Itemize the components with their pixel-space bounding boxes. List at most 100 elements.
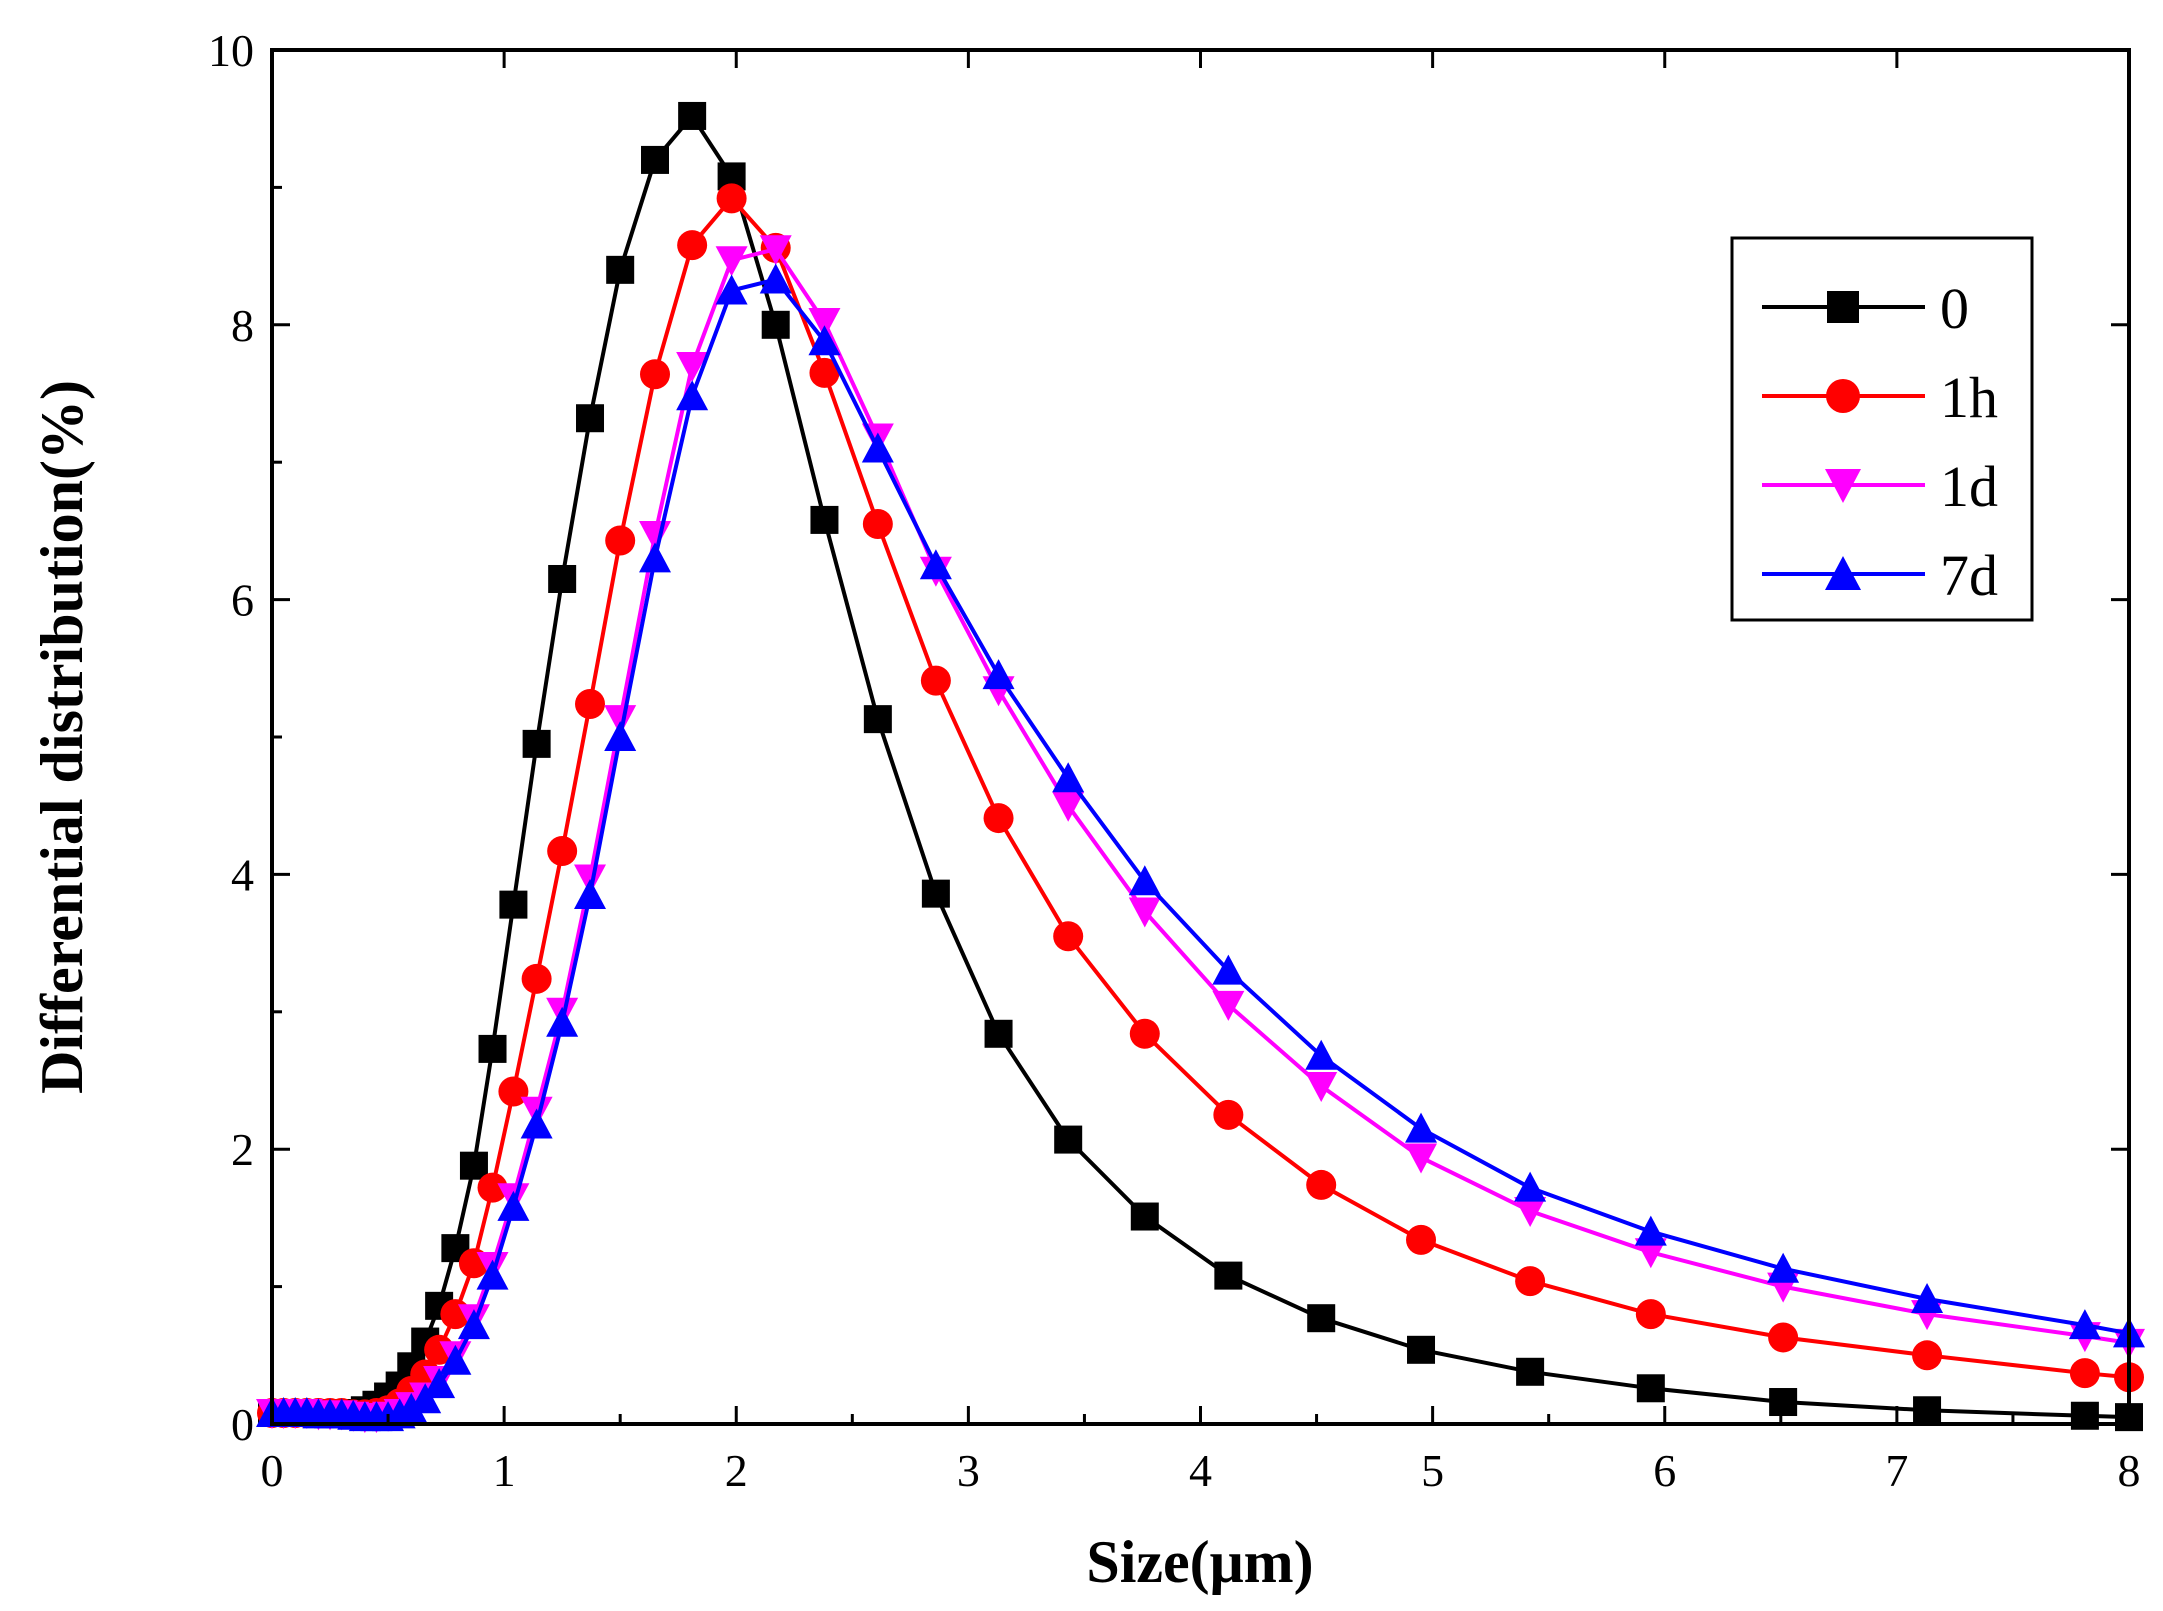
legend-label: 1d	[1940, 454, 1998, 519]
data-point	[716, 183, 747, 214]
legend-box	[1730, 236, 2034, 622]
data-point	[759, 235, 792, 266]
legend-item-7d: 7d	[1762, 543, 1998, 608]
data-point	[575, 689, 606, 720]
data-point	[810, 505, 839, 534]
data-point	[604, 721, 637, 751]
data-point	[640, 359, 671, 390]
data-point	[808, 308, 841, 339]
legend-marker	[1825, 556, 1861, 590]
data-point	[498, 1076, 529, 1107]
data-point	[1214, 1261, 1243, 1290]
data-point	[1514, 1171, 1547, 1202]
data-point	[1405, 1112, 1438, 1143]
data-point	[1768, 1322, 1799, 1353]
data-point	[1515, 1266, 1546, 1297]
data-point	[921, 879, 950, 908]
data-point	[809, 357, 840, 388]
data-point	[457, 1309, 490, 1340]
data-point	[1635, 1299, 1666, 1330]
legend-label: 7d	[1940, 543, 1998, 608]
y-axis-title: Differential distribution(%)	[29, 380, 95, 1094]
data-point	[1052, 762, 1085, 793]
data-point	[1053, 921, 1084, 952]
data-point	[576, 404, 605, 433]
data-point	[1213, 1099, 1244, 1130]
series-7d	[256, 263, 2145, 1432]
legend-marker	[1827, 291, 1859, 323]
y-tick-label: 10	[208, 25, 254, 76]
x-tick-label: 6	[1653, 1445, 1676, 1496]
x-tick-label: 3	[957, 1445, 980, 1496]
data-point	[1212, 954, 1245, 985]
data-point	[1405, 1143, 1438, 1174]
data-point	[547, 836, 578, 867]
data-point	[982, 659, 1015, 690]
data-point	[439, 1344, 472, 1375]
data-point	[477, 1172, 508, 1203]
data-point	[1636, 1374, 1665, 1403]
data-point	[1913, 1396, 1942, 1425]
data-point	[676, 380, 709, 411]
data-point	[423, 1368, 456, 1399]
data-point	[759, 263, 792, 294]
data-point	[1128, 897, 1161, 928]
data-point	[1769, 1388, 1798, 1417]
data-point	[604, 705, 637, 736]
x-axis-title: Size(μm)	[1086, 1529, 1313, 1595]
x-tick-label: 1	[493, 1445, 516, 1496]
data-point	[808, 325, 841, 356]
x-tick-label: 8	[2118, 1445, 2141, 1496]
legend-label: 0	[1940, 276, 1969, 341]
data-point	[639, 542, 672, 573]
legend-marker	[1825, 469, 1861, 503]
data-point	[574, 879, 607, 910]
data-point	[862, 509, 893, 540]
data-point	[676, 352, 709, 383]
legend-item-1d: 1d	[1762, 454, 1998, 519]
data-point	[1407, 1335, 1436, 1364]
data-point	[1130, 1202, 1159, 1231]
data-point	[478, 1034, 507, 1063]
data-point	[1911, 1282, 1944, 1313]
data-point	[2069, 1358, 2100, 1389]
legend-label: 1h	[1940, 365, 1998, 430]
legend: 0 1h 1d 7d	[1730, 236, 2034, 622]
data-point	[520, 1108, 553, 1139]
data-point	[861, 432, 894, 463]
data-point	[497, 1190, 530, 1221]
data-point	[522, 729, 551, 758]
data-point	[499, 890, 528, 919]
legend-item-0: 0	[1762, 276, 1969, 341]
data-point	[1634, 1215, 1667, 1246]
x-tick-label: 2	[725, 1445, 748, 1496]
legend-item-1h: 1h	[1762, 365, 1998, 430]
data-point	[606, 255, 635, 284]
data-point	[409, 1383, 442, 1414]
data-point	[1634, 1238, 1667, 1269]
data-point	[1516, 1357, 1545, 1386]
data-point	[984, 1019, 1013, 1048]
data-point	[1212, 990, 1245, 1021]
data-point	[919, 549, 952, 580]
data-point	[641, 145, 670, 174]
data-point	[548, 564, 577, 593]
data-point	[678, 101, 707, 130]
data-point	[677, 230, 708, 261]
data-point	[1912, 1340, 1943, 1371]
data-point	[476, 1259, 509, 1290]
y-tick-label: 8	[231, 300, 254, 351]
legend-marker	[1826, 379, 1860, 413]
data-point	[521, 963, 552, 994]
axis-ticks: 0 1 2 3 4 5 6 7 8 0 2 4 6 8 10	[208, 25, 2141, 1496]
data-point	[2068, 1309, 2101, 1340]
data-point	[983, 803, 1014, 834]
y-tick-label: 2	[231, 1124, 254, 1175]
data-point	[605, 525, 636, 556]
data-point	[863, 705, 892, 734]
data-point	[1406, 1224, 1437, 1255]
data-point	[1514, 1197, 1547, 1228]
data-point	[1305, 1071, 1338, 1102]
x-tick-label: 0	[261, 1445, 284, 1496]
